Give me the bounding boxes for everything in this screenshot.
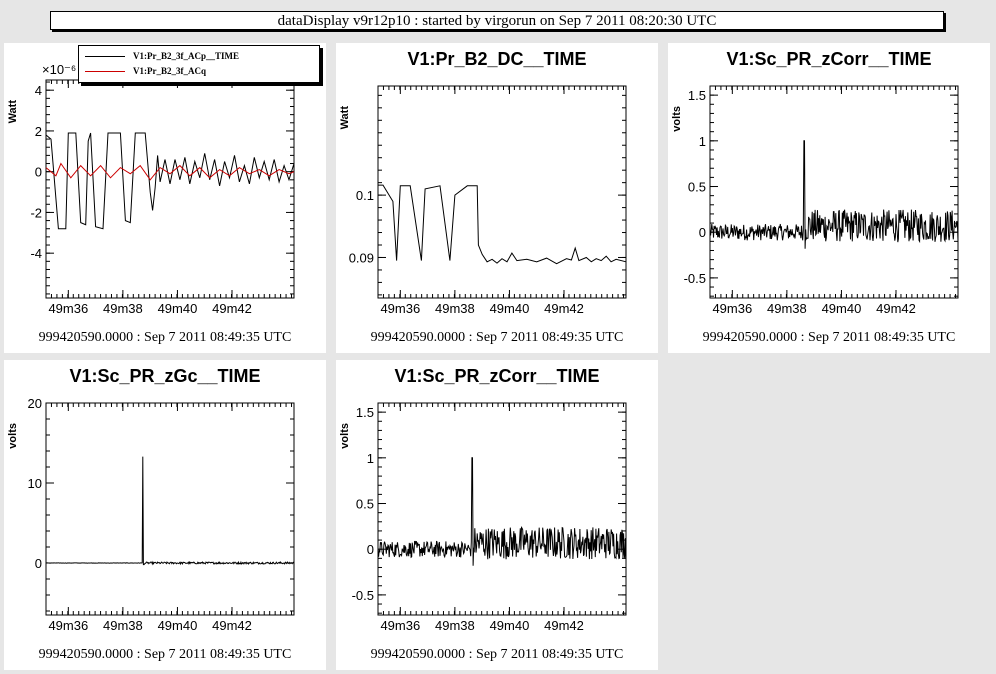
- chart-legend: V1:Pr_B2_3f_ACp__TIME V1:Pr_B2_3f_ACq: [78, 45, 320, 83]
- x-tick-label: 49m42: [212, 618, 252, 633]
- y-tick-label: 1: [699, 134, 706, 149]
- y-tick-label: 2: [35, 124, 42, 139]
- legend-swatch-acq: [85, 71, 125, 73]
- x-tick-label: 49m38: [767, 301, 807, 316]
- y-tick-label: 0.5: [688, 180, 706, 195]
- chart-title: V1:Sc_PR_zGc__TIME: [69, 366, 260, 386]
- y-axis-label: Watt: [339, 106, 351, 130]
- chart-pad-dc: V1:Pr_B2_DC__TIME Watt 0.09 0.1 49m36 49m38 49…: [336, 43, 658, 353]
- chart-footer-timestamp: 999420590.0000 : Sep 7 2011 08:49:35 UTC: [702, 330, 956, 345]
- x-tick-label: 49m38: [435, 618, 475, 633]
- y-axis-label: Watt: [7, 100, 19, 124]
- x-tick-label: 49m36: [380, 301, 420, 316]
- y-tick-label: 1.5: [356, 405, 374, 420]
- series-line-1: [45, 162, 295, 181]
- series-line-0: [709, 140, 959, 249]
- x-tick-label: 49m40: [822, 301, 862, 316]
- legend-entry-acp: V1:Pr_B2_3f_ACp__TIME: [85, 49, 239, 63]
- y-axis-exponent: ×10⁻⁶: [42, 62, 76, 77]
- x-tick-label: 49m40: [490, 618, 530, 633]
- plot-frame: [377, 402, 627, 616]
- y-tick-label: 0: [35, 556, 42, 571]
- plot-frame: [45, 79, 295, 299]
- y-tick-label: 0: [699, 225, 706, 240]
- window-title: dataDisplay v9r12p10 : started by virgor…: [50, 11, 944, 30]
- x-tick-label: 49m36: [48, 301, 88, 316]
- y-axis-label: volts: [339, 423, 351, 449]
- y-tick-label: 0.5: [356, 497, 374, 512]
- legend-label-acq: V1:Pr_B2_3f_ACq: [133, 66, 206, 76]
- legend-label-acp: V1:Pr_B2_3f_ACp__TIME: [133, 51, 239, 61]
- series-line-0: [45, 132, 295, 230]
- x-tick-label: 49m36: [48, 618, 88, 633]
- series-line-0: [377, 457, 627, 566]
- x-tick-label: 49m42: [544, 618, 584, 633]
- y-tick-label: -0.5: [684, 271, 706, 286]
- chart-svg-acp-acq: Watt ×10⁻⁶ -4 -2 0 2 4 49m36 49m38 49m40 49m42: [7, 62, 295, 316]
- y-tick-label: -2: [30, 205, 42, 220]
- x-tick-label: 49m40: [490, 301, 530, 316]
- y-tick-label: 0: [35, 165, 42, 180]
- x-tick-label: 49m42: [212, 301, 252, 316]
- y-axis-label: volts: [7, 423, 19, 449]
- y-tick-label: 1: [367, 451, 374, 466]
- plot-frame: [45, 402, 295, 616]
- y-axis-label: volts: [671, 106, 683, 132]
- x-tick-label: 49m36: [712, 301, 752, 316]
- chart-footer-timestamp: 999420590.0000 : Sep 7 2011 08:49:35 UTC: [38, 330, 292, 345]
- x-tick-label: 49m42: [876, 301, 916, 316]
- series-line-0: [378, 184, 627, 265]
- chart-footer-timestamp: 999420590.0000 : Sep 7 2011 08:49:35 UTC: [370, 647, 624, 662]
- legend-entry-acq: V1:Pr_B2_3f_ACq: [85, 64, 206, 78]
- x-tick-label: 49m38: [103, 301, 143, 316]
- y-tick-label: 10: [28, 476, 42, 491]
- x-tick-label: 49m40: [158, 618, 198, 633]
- plot-frame: [377, 85, 627, 299]
- y-tick-label: -0.5: [352, 588, 374, 603]
- chart-footer-timestamp: 999420590.0000 : Sep 7 2011 08:49:35 UTC: [370, 330, 624, 345]
- chart-footer-timestamp: 999420590.0000 : Sep 7 2011 08:49:35 UTC: [38, 647, 292, 662]
- chart-title: V1:Sc_PR_zCorr__TIME: [726, 49, 931, 69]
- y-tick-label: 0.09: [349, 250, 374, 265]
- x-tick-label: 49m38: [103, 618, 143, 633]
- x-tick-label: 49m38: [435, 301, 475, 316]
- y-tick-label: 4: [35, 83, 42, 98]
- y-tick-label: 0.1: [356, 188, 374, 203]
- y-tick-label: 1.5: [688, 88, 706, 103]
- chart-title: V1:Sc_PR_zCorr__TIME: [394, 366, 599, 386]
- x-tick-label: 49m42: [544, 301, 584, 316]
- y-tick-label: 20: [28, 396, 42, 411]
- chart-title: V1:Pr_B2_DC__TIME: [407, 49, 586, 69]
- plot-frame: [709, 85, 959, 299]
- x-tick-label: 49m36: [380, 618, 420, 633]
- x-tick-label: 49m40: [158, 301, 198, 316]
- y-tick-label: 0: [367, 542, 374, 557]
- legend-swatch-acp: [85, 56, 125, 58]
- chart-svg-dc: V1:Pr_B2_DC__TIME Watt 0.09 0.1 49m36 49m38 49…: [339, 49, 627, 316]
- series-line-0: [45, 456, 295, 566]
- chart-pad-acp-acq: Watt ×10⁻⁶ -4 -2 0 2 4 49m36 49m38 49m40 49m42 999…: [4, 43, 326, 353]
- y-tick-label: -4: [30, 246, 42, 261]
